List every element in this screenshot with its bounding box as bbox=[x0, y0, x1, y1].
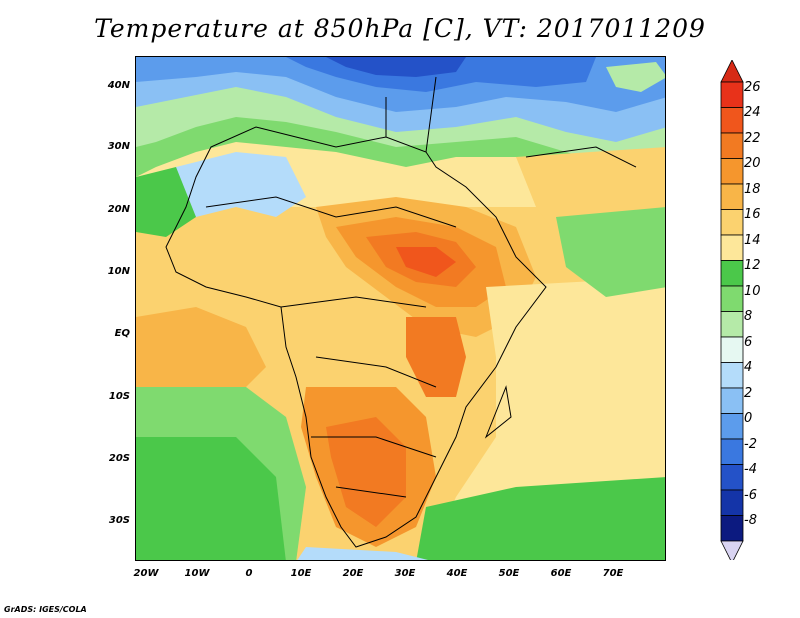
colorbar-swatch bbox=[720, 158, 744, 185]
colorbar bbox=[720, 60, 744, 560]
colorbar-label-18: 18 bbox=[744, 182, 761, 197]
lon-label-20w: 20W bbox=[133, 568, 159, 579]
lon-label-10e: 10E bbox=[290, 568, 312, 579]
colorbar-label-minus-4: -4 bbox=[744, 462, 757, 477]
lon-label-70e: 70E bbox=[602, 568, 624, 579]
lat-label-40n: 40N bbox=[107, 80, 130, 91]
lon-label-60e: 60E bbox=[550, 568, 572, 579]
colorbar-label-20: 20 bbox=[744, 156, 761, 171]
colorbar-label-4: 4 bbox=[744, 360, 753, 375]
lon-label-0: 0 bbox=[245, 568, 253, 579]
colorbar-swatch bbox=[720, 413, 744, 440]
colorbar-label-12: 12 bbox=[744, 258, 761, 273]
colorbar-swatch bbox=[720, 387, 744, 414]
lat-label-20s: 20S bbox=[108, 453, 130, 464]
lat-label-20n: 20N bbox=[107, 204, 130, 215]
colorbar-swatch bbox=[720, 132, 744, 159]
lat-label-10s: 10S bbox=[108, 391, 130, 402]
colorbar-label-14: 14 bbox=[744, 233, 761, 248]
colorbar-swatch bbox=[720, 183, 744, 210]
colorbar-label-minus-6: -6 bbox=[744, 488, 757, 503]
colorbar-label-26: 26 bbox=[744, 80, 761, 95]
colorbar-label-6: 6 bbox=[744, 335, 753, 350]
colorbar-swatch bbox=[720, 234, 744, 261]
colorbar-swatch bbox=[720, 336, 744, 363]
colorbar-top-arrow bbox=[720, 60, 744, 83]
lon-label-40e: 40E bbox=[446, 568, 468, 579]
colorbar-swatch bbox=[720, 81, 744, 108]
lat-label-30s: 30S bbox=[108, 515, 130, 526]
colorbar-label-22: 22 bbox=[744, 131, 761, 146]
colorbar-swatch bbox=[720, 464, 744, 491]
colorbar-swatch bbox=[720, 107, 744, 134]
lat-label-10n: 10N bbox=[107, 266, 130, 277]
lon-label-50e: 50E bbox=[498, 568, 520, 579]
lat-label-30n: 30N bbox=[107, 141, 130, 152]
colorbar-label-16: 16 bbox=[744, 207, 761, 222]
colorbar-label-minus-8: -8 bbox=[744, 513, 757, 528]
colorbar-swatch bbox=[720, 260, 744, 287]
lon-label-20e: 20E bbox=[342, 568, 364, 579]
colorbar-bottom-arrow bbox=[720, 540, 744, 560]
colorbar-label-24: 24 bbox=[744, 105, 761, 120]
lat-label-eq: EQ bbox=[114, 328, 130, 339]
colorbar-swatch bbox=[720, 311, 744, 338]
temperature-field bbox=[136, 57, 665, 560]
colorbar-label-8: 8 bbox=[744, 309, 753, 324]
colorbar-swatch bbox=[720, 438, 744, 465]
colorbar-label-10: 10 bbox=[744, 284, 761, 299]
colorbar-swatch bbox=[720, 489, 744, 516]
colorbar-label-0: 0 bbox=[744, 411, 753, 426]
colorbar-swatch bbox=[720, 515, 744, 542]
colorbar-swatch bbox=[720, 209, 744, 236]
lon-label-30e: 30E bbox=[394, 568, 416, 579]
map-title: Temperature at 850hPa [C], VT: 201701120… bbox=[94, 14, 706, 43]
lon-label-10w: 10W bbox=[184, 568, 210, 579]
temperature-map bbox=[135, 56, 666, 561]
colorbar-label-minus-2: -2 bbox=[744, 437, 757, 452]
grads-credit: GrADS: IGES/COLA bbox=[4, 605, 87, 614]
colorbar-swatch bbox=[720, 285, 744, 312]
colorbar-swatch bbox=[720, 362, 744, 389]
colorbar-label-2: 2 bbox=[744, 386, 753, 401]
